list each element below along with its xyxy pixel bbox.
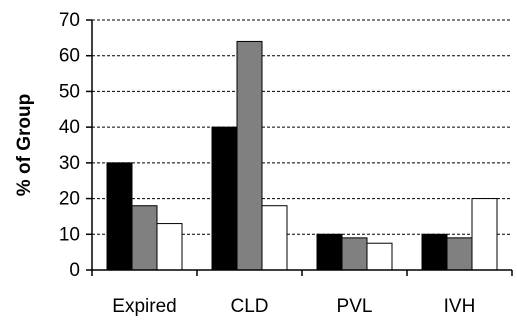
bar-ivh-series-3	[471, 198, 498, 271]
bar-expired-series-2	[131, 205, 158, 271]
y-tick-label-70: 70	[59, 10, 80, 31]
y-tick-label-30: 30	[59, 153, 80, 174]
y-tick-label-10: 10	[59, 224, 80, 245]
bar-pvl-series-3	[366, 242, 393, 271]
x-category-labels: Expired CLD PVL IVH	[112, 296, 475, 317]
x-category-label-expired: Expired	[112, 296, 176, 317]
y-tick-label-0: 0	[69, 260, 80, 281]
bar-pvl-series-1	[316, 233, 343, 271]
bar-ivh-series-2	[446, 237, 473, 271]
bar-cld-series-3	[261, 205, 288, 271]
bar-cld-series-2	[236, 40, 263, 271]
x-category-label-pvl: PVL	[337, 296, 373, 317]
bar-ivh-series-1	[421, 233, 448, 271]
bar-expired-series-1	[106, 162, 133, 271]
bars	[106, 40, 498, 271]
y-axis-title: % of Group	[14, 94, 35, 196]
y-tick-label-40: 40	[59, 117, 80, 138]
bar-cld-series-1	[211, 126, 238, 271]
y-tick-labels: 0 10 20 30 40 50 60 70	[59, 10, 80, 281]
gridlines	[92, 19, 512, 235]
axes	[86, 19, 513, 276]
bar-pvl-series-2	[341, 237, 368, 271]
bar-expired-series-3	[156, 223, 183, 271]
x-category-label-cld: CLD	[230, 296, 268, 317]
x-category-label-ivh: IVH	[444, 296, 476, 317]
y-tick-label-20: 20	[59, 189, 80, 210]
y-tick-label-50: 50	[59, 81, 80, 102]
y-tick-label-60: 60	[59, 46, 80, 67]
